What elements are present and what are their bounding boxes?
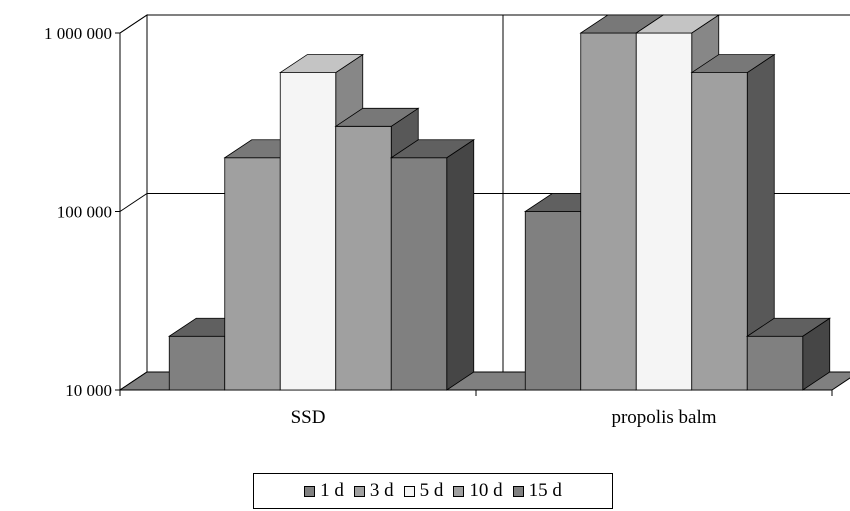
legend-item: 15 d bbox=[512, 480, 562, 502]
legend: 1 d 3 d 5 d 10 d 15 d bbox=[253, 473, 613, 509]
bar bbox=[279, 72, 337, 391]
legend-swatch bbox=[304, 485, 316, 497]
bar-top bbox=[634, 14, 721, 34]
legend-item: 5 d bbox=[403, 480, 444, 502]
legend-item: 1 d bbox=[304, 480, 344, 502]
bar-top bbox=[745, 317, 832, 337]
bar bbox=[335, 125, 392, 391]
legend-swatch bbox=[453, 485, 465, 497]
legend-swatch bbox=[403, 485, 415, 497]
gridline bbox=[119, 14, 850, 34]
legend-swatch bbox=[353, 485, 365, 497]
legend-label: 15 d bbox=[528, 480, 562, 501]
x-category-label: propolis balm bbox=[611, 407, 716, 428]
bar bbox=[390, 157, 448, 391]
x-category-label: SSD bbox=[291, 407, 326, 428]
y-tick-label: 10 000 bbox=[65, 381, 112, 400]
bar-top bbox=[334, 107, 420, 127]
bar bbox=[635, 32, 693, 391]
legend-label: 1 d bbox=[320, 480, 344, 501]
chart: 10 000 100 000 1 000 000 SSD propolis balm bbox=[44, 14, 850, 428]
legend-item: 3 d bbox=[353, 480, 394, 502]
bar-side bbox=[446, 139, 475, 391]
bar-top bbox=[389, 139, 476, 159]
bar-top bbox=[278, 54, 365, 73]
bar bbox=[691, 72, 748, 391]
bar-top bbox=[690, 54, 776, 73]
y-tick-label: 100 000 bbox=[57, 203, 112, 222]
legend-label: 10 d bbox=[469, 480, 503, 501]
legend-label: 5 d bbox=[419, 480, 444, 501]
bar bbox=[580, 32, 637, 391]
legend-swatch bbox=[512, 485, 524, 497]
legend-label: 3 d bbox=[369, 480, 394, 501]
legend-item: 10 d bbox=[453, 480, 503, 502]
bar bbox=[746, 335, 804, 391]
bar bbox=[524, 211, 582, 391]
bar bbox=[224, 157, 281, 391]
bar bbox=[168, 335, 226, 391]
y-tick-label: 1 000 000 bbox=[44, 24, 112, 43]
